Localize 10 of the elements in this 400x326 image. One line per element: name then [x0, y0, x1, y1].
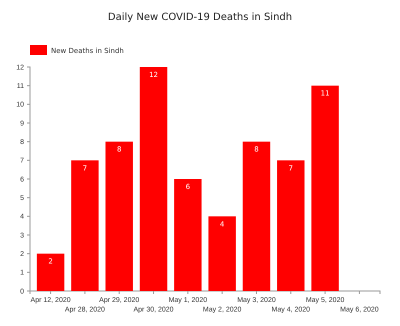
bar [140, 67, 168, 291]
bar [311, 86, 339, 291]
bar [71, 160, 99, 291]
bar [105, 142, 133, 291]
bar [208, 216, 236, 291]
bar [277, 160, 305, 291]
bar [36, 254, 64, 291]
bar [242, 142, 270, 291]
chart-title: Daily New COVID-19 Deaths in Sindh [108, 12, 292, 23]
bar [174, 179, 202, 291]
